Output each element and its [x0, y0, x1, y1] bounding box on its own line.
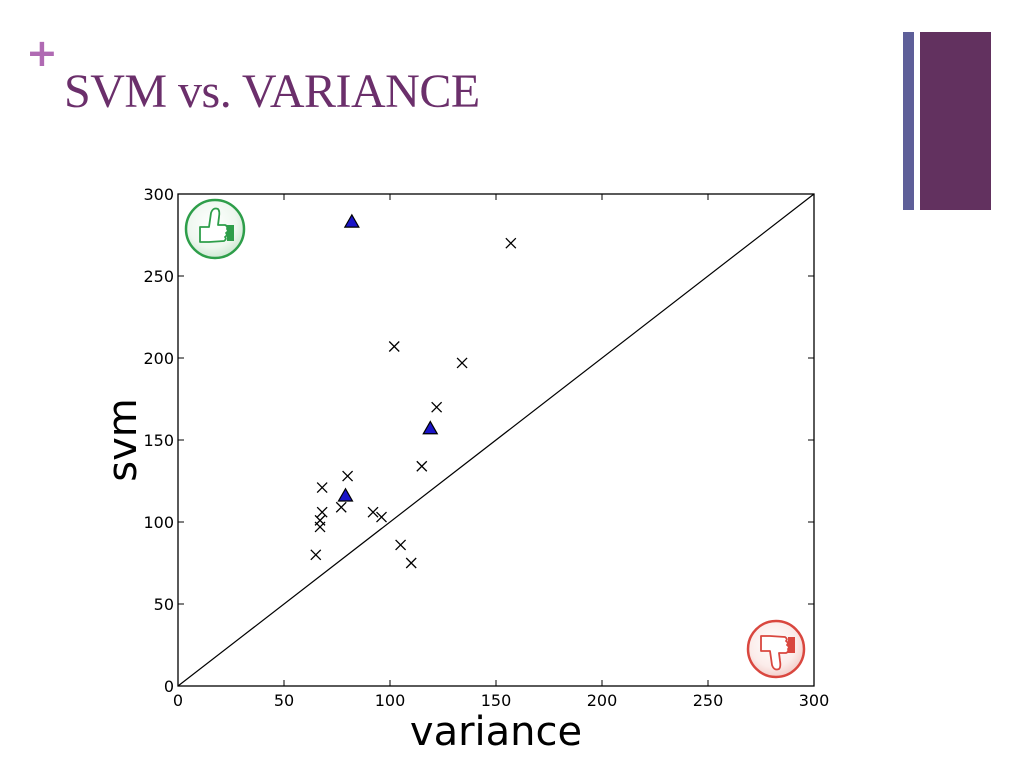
x-marker-point	[456, 357, 468, 369]
y-tick-label: 150	[143, 431, 174, 450]
x-tick-label: 300	[799, 691, 830, 710]
y-tick-label: 250	[143, 267, 174, 286]
y-axis-label: svm	[100, 398, 146, 481]
triangle-marker-point	[337, 487, 354, 502]
x-marker-point	[388, 341, 400, 352]
x-tick-label: 0	[173, 691, 183, 710]
x-tick-label: 250	[693, 691, 724, 710]
x-axis-label: variance	[410, 709, 582, 755]
y-tick-label: 100	[143, 513, 174, 532]
x-marker-point	[405, 557, 417, 569]
x-marker-point	[367, 506, 379, 518]
y-tick-label: 200	[143, 349, 174, 368]
decorative-bar-thin	[903, 32, 914, 210]
x-tick-label: 100	[375, 691, 406, 710]
x-marker-point	[335, 501, 347, 513]
x-marker-point	[416, 460, 428, 472]
x-marker-point	[316, 506, 328, 518]
diagonal-line	[177, 193, 815, 687]
x-tick-label: 50	[274, 691, 294, 710]
x-marker-point	[316, 482, 328, 494]
triangle-marker-point	[422, 420, 439, 435]
y-tick-label: 50	[154, 595, 174, 614]
x-marker-point	[395, 539, 407, 551]
x-marker-point	[376, 511, 387, 523]
thumbs-up-icon	[184, 198, 246, 260]
triangle-marker-point	[343, 213, 360, 228]
plus-mark: +	[26, 31, 58, 75]
thumbs-down-icon	[746, 619, 806, 679]
x-marker-point	[431, 401, 443, 413]
x-tick-label: 200	[587, 691, 618, 710]
decorative-bar-thick	[920, 32, 991, 210]
slide-title: SVM vs. VARIANCE	[64, 65, 480, 118]
x-marker-point	[314, 521, 326, 533]
x-tick-label: 150	[481, 691, 512, 710]
x-marker-point	[342, 470, 354, 482]
x-marker-point	[310, 549, 322, 561]
x-marker-point	[505, 237, 517, 249]
y-tick-label: 0	[164, 677, 174, 696]
y-tick-label: 300	[143, 185, 174, 204]
